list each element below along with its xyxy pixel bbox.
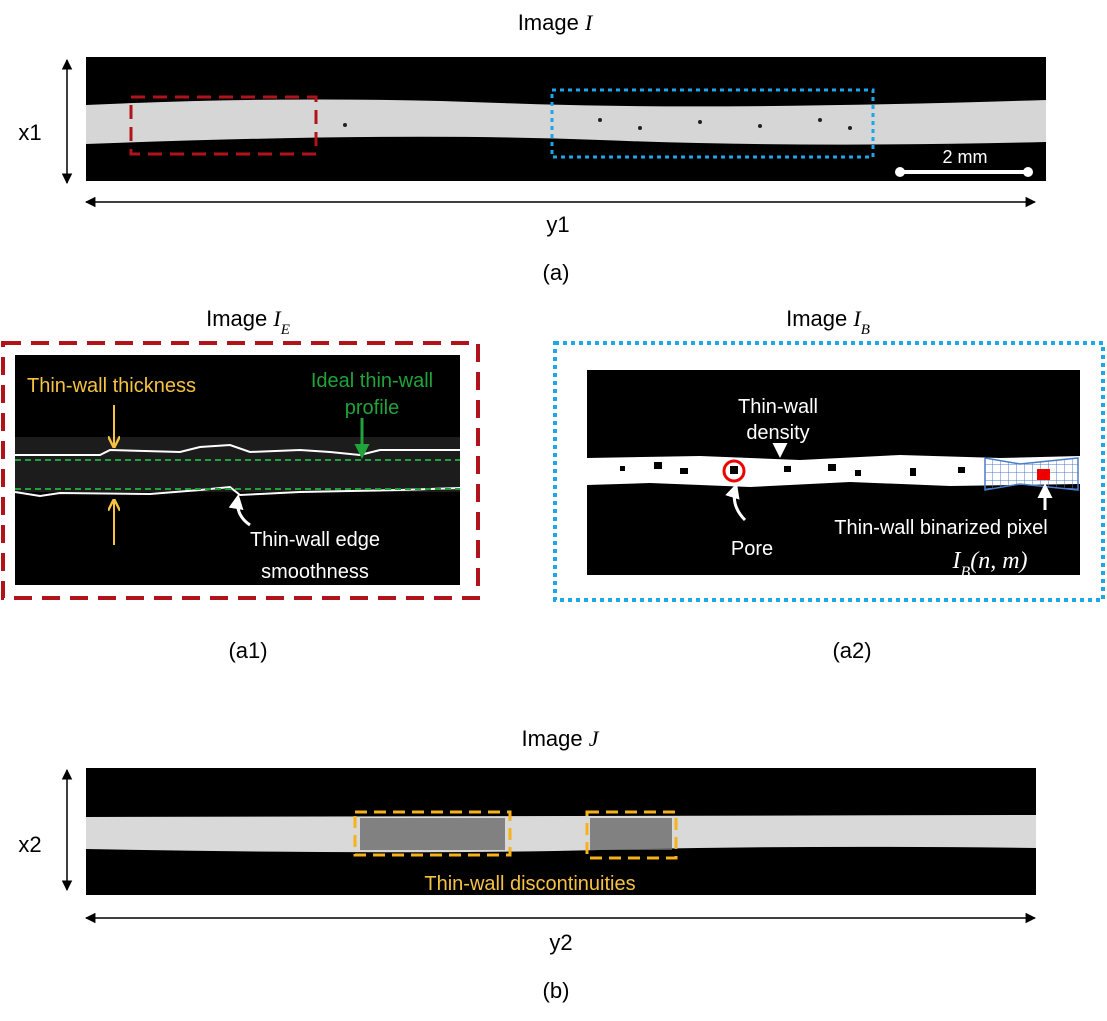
scale-label: 2 mm xyxy=(943,147,988,167)
args: (n, m) xyxy=(970,548,1027,574)
title-subscript: E xyxy=(280,322,290,338)
scale-end xyxy=(1023,167,1033,177)
pixel-label: Thin-wall binarized pixel xyxy=(834,517,1047,539)
x-label: x2 xyxy=(18,832,41,857)
title-symbol: I xyxy=(584,10,594,35)
smoothness-label: Thin-wall edge xyxy=(250,529,380,551)
caption: (a) xyxy=(543,260,570,285)
pore-label: Pore xyxy=(731,538,773,560)
density-label: density xyxy=(746,422,809,444)
panel-title: Image IB xyxy=(786,306,870,338)
wall-band xyxy=(86,99,1046,144)
title-prefix: Image xyxy=(521,726,582,751)
defect xyxy=(590,818,672,850)
y-label: y1 xyxy=(546,212,569,237)
subscript: B xyxy=(960,564,970,581)
panel-title: Image I xyxy=(518,10,594,35)
discontinuity-label: Thin-wall discontinuities xyxy=(424,873,635,895)
smoothness-label: smoothness xyxy=(261,561,369,583)
thickness-label: Thin-wall thickness xyxy=(27,375,196,397)
title-prefix: Image xyxy=(206,306,267,331)
caption: (a1) xyxy=(228,638,267,663)
caption: (b) xyxy=(543,978,570,1003)
profile-label: Ideal thin-wall xyxy=(311,370,433,392)
wall-band xyxy=(15,437,460,492)
pixel xyxy=(1037,469,1050,480)
x-label: x1 xyxy=(18,120,41,145)
title-prefix: Image xyxy=(786,306,847,331)
panel-title: Image IE xyxy=(206,306,290,338)
figure: Image I 2 mm x1 y1 (a) Image IE Thin-wal… xyxy=(0,0,1107,1016)
density-label: Thin-wall xyxy=(738,396,818,418)
wall-band xyxy=(86,815,1036,852)
title-prefix: Image xyxy=(518,10,579,35)
panel-title: Image J xyxy=(521,726,599,751)
y-label: y2 xyxy=(549,930,572,955)
pixel-mesh xyxy=(985,458,1078,490)
scale-end xyxy=(895,167,905,177)
caption: (a2) xyxy=(832,638,871,663)
profile-label: profile xyxy=(345,397,399,419)
title-subscript: B xyxy=(861,322,870,338)
title-symbol: J xyxy=(589,726,600,751)
defect xyxy=(360,818,505,850)
